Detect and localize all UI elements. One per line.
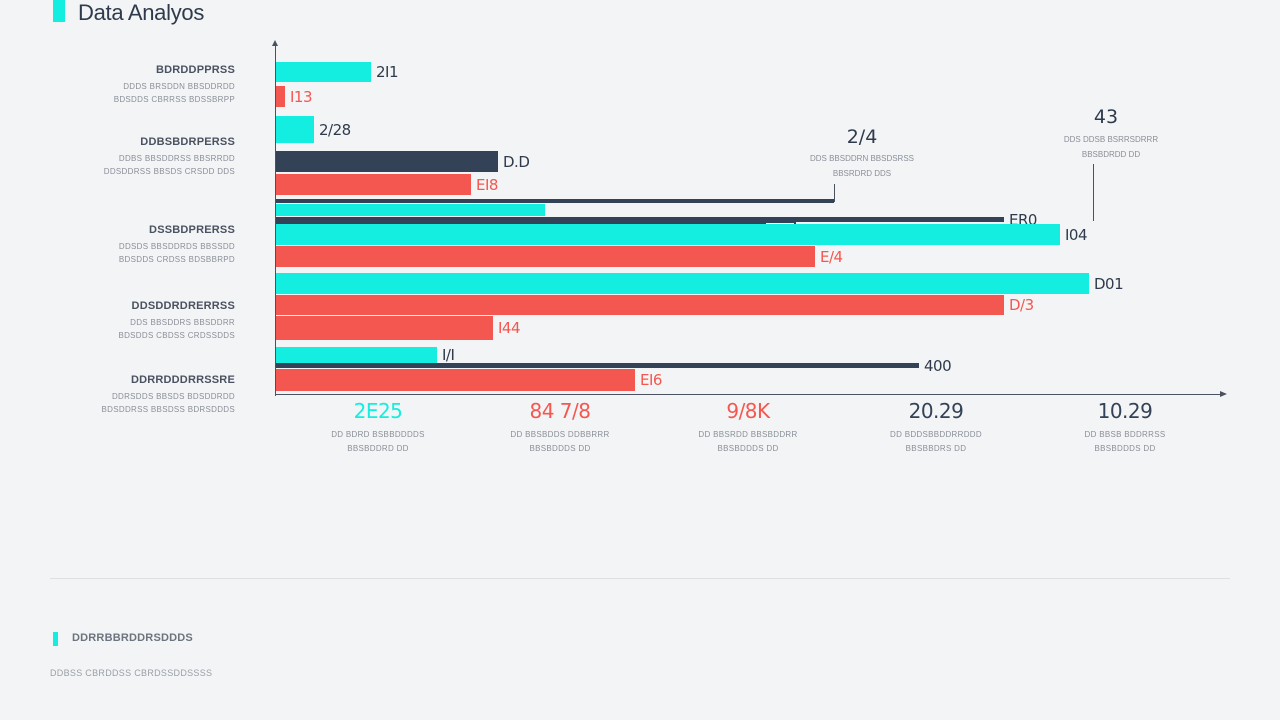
bar-red (276, 316, 493, 340)
bar-navy (276, 199, 834, 203)
bar-value-label: 2I1 (376, 63, 399, 81)
bar-value-label: 2/28 (319, 120, 351, 139)
category-subtitle: DDRSDDS BBSDS BDSDDRDD (111, 392, 235, 401)
category-title: DDRRDDDRRSSRE (130, 374, 235, 386)
category-subtitle: DDDS BRSDDN BBSDDRDD (123, 82, 235, 91)
category-subtitle: DDSDDRSS BBSDS CRSDD DDS (103, 167, 235, 176)
footer-accent-bar (53, 632, 58, 646)
bar-navy (276, 363, 919, 368)
bar-value-label: I13 (290, 87, 313, 106)
bar-navy (276, 151, 498, 172)
stat-caption: BBSBDDDS DD (529, 444, 591, 453)
bar-value-label: 400 (924, 356, 952, 375)
category-subtitle: DDBS BBSDDRSS BBSRRDD (118, 154, 235, 163)
bar-teal (276, 204, 545, 216)
category-subtitle: DDSDS BBSDDRDS BBSSDD (118, 242, 235, 251)
callout-sub-2a: DDS DDSB BSRRSDRRR (1063, 135, 1159, 144)
bar-teal (276, 347, 437, 363)
category-subtitle: DDS BBSDDRS BBSDDRR (130, 318, 235, 327)
stat-caption: DD BBSBDDS DDBBRRR (510, 430, 610, 439)
category-title: DSSBDPRERSS (149, 224, 235, 236)
stat-caption: BBSBDDDS DD (717, 444, 779, 453)
bar-teal (276, 62, 371, 82)
bar-value-label: E/4 (820, 247, 843, 266)
bar-teal (276, 224, 1060, 245)
bar-red (276, 246, 815, 267)
callout-sub-1b: BBSRDRD DDS (832, 169, 892, 178)
bar-value-label: D01 (1094, 274, 1124, 293)
category-subtitle: BDSDDS CRDSS BDSBBRPD (118, 255, 235, 264)
bar-value-label: D/3 (1009, 296, 1034, 314)
bar-value-label: I04 (1065, 225, 1088, 244)
callout-sub-1a: DDS BBSDDRN BBSDSRSS (809, 154, 915, 163)
stat-caption: BBSBDDDS DD (1094, 444, 1156, 453)
stat-value: 84 7/8 (529, 399, 592, 423)
bar-value-label: I44 (498, 319, 521, 337)
footer-subtitle: DDBSS CBRDDSS CBRDSSDDSSSS (50, 668, 213, 678)
stat-caption: DD BDDSBBDDRRDDD (890, 430, 982, 439)
bar-value-label: D.D (503, 152, 530, 171)
category-title: DDBSBDRPERSS (140, 136, 235, 148)
callout-line-1 (834, 184, 835, 202)
stat-caption: BBSBDDRD DD (347, 444, 409, 453)
stat-caption: BBSBBDRS DD (905, 444, 967, 453)
footer-divider (50, 578, 1230, 579)
category-subtitle: BDSDDS CBDSS CRDSSDDS (118, 331, 235, 340)
category-subtitle: BDSDDS CBRRSS BDSSBRPP (113, 95, 235, 104)
stat-caption: DD BBSRDD BBSBDDRR (698, 430, 798, 439)
callout-sub-2b: BBSBDRDD DD (1081, 150, 1141, 159)
category-title: BDRDDPPRSS (155, 64, 235, 76)
y-axis-arrow (272, 40, 278, 46)
bar-teal (276, 273, 1089, 294)
bar-red (276, 295, 1004, 315)
bar-red (276, 369, 635, 391)
footer-title: DDRRBBRDDRSDDDS (72, 632, 193, 644)
category-title: DDSDDRDRERRSS (131, 300, 235, 312)
bar-red (276, 86, 285, 107)
category-subtitle: BDSDDRSS BBSDSS BDRSDDDS (101, 405, 235, 414)
bar-value-label: EI8 (476, 175, 498, 194)
callout-value-2: 43 (1093, 106, 1119, 128)
title-accent-bar (53, 0, 65, 22)
stat-value: 2E25 (353, 399, 403, 423)
stat-value: 9/8K (726, 399, 770, 423)
stat-caption: DD BBSB BDDRRSS (1084, 430, 1166, 439)
callout-value-1: 2/4 (846, 126, 878, 148)
bar-value-label: EI6 (640, 371, 662, 389)
bar-teal (276, 116, 314, 143)
stat-value: 10.29 (1097, 399, 1153, 423)
y-axis (275, 44, 276, 396)
callout-line-2 (1093, 164, 1094, 221)
x-axis-arrow (1220, 391, 1227, 397)
x-axis (275, 394, 1221, 395)
page-title: Data Analyos (78, 0, 205, 25)
bar-value-label: I/I (442, 346, 455, 364)
bar-red (276, 174, 471, 195)
stat-value: 20.29 (908, 399, 964, 423)
stat-caption: DD BDRD BSBBDDDDS (331, 430, 425, 439)
